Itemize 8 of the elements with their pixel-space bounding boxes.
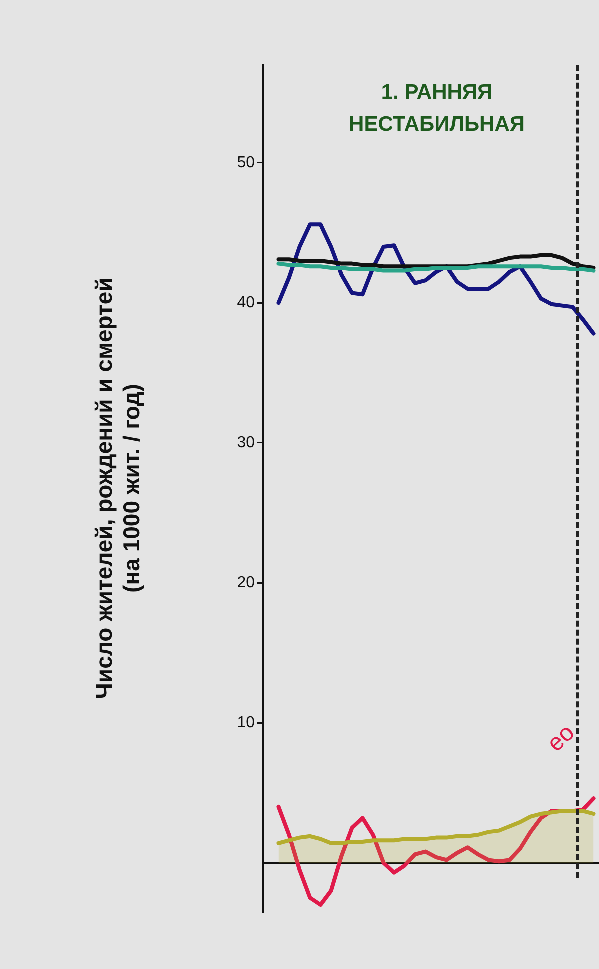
- annotation: ео: [542, 719, 580, 758]
- annotation: 1. РАННЯЯ НЕСТАБИЛЬНАЯ: [349, 80, 525, 136]
- y-tick-label: 10: [237, 714, 256, 732]
- y-tick-label: 30: [237, 434, 256, 452]
- y-tick-label: 40: [237, 294, 256, 312]
- y-axis-title: Число жителей, рождений и смертей (на 1000 жит. / год): [91, 278, 145, 700]
- y-tick-label: 20: [237, 574, 256, 592]
- y-tick-label: 50: [237, 154, 256, 172]
